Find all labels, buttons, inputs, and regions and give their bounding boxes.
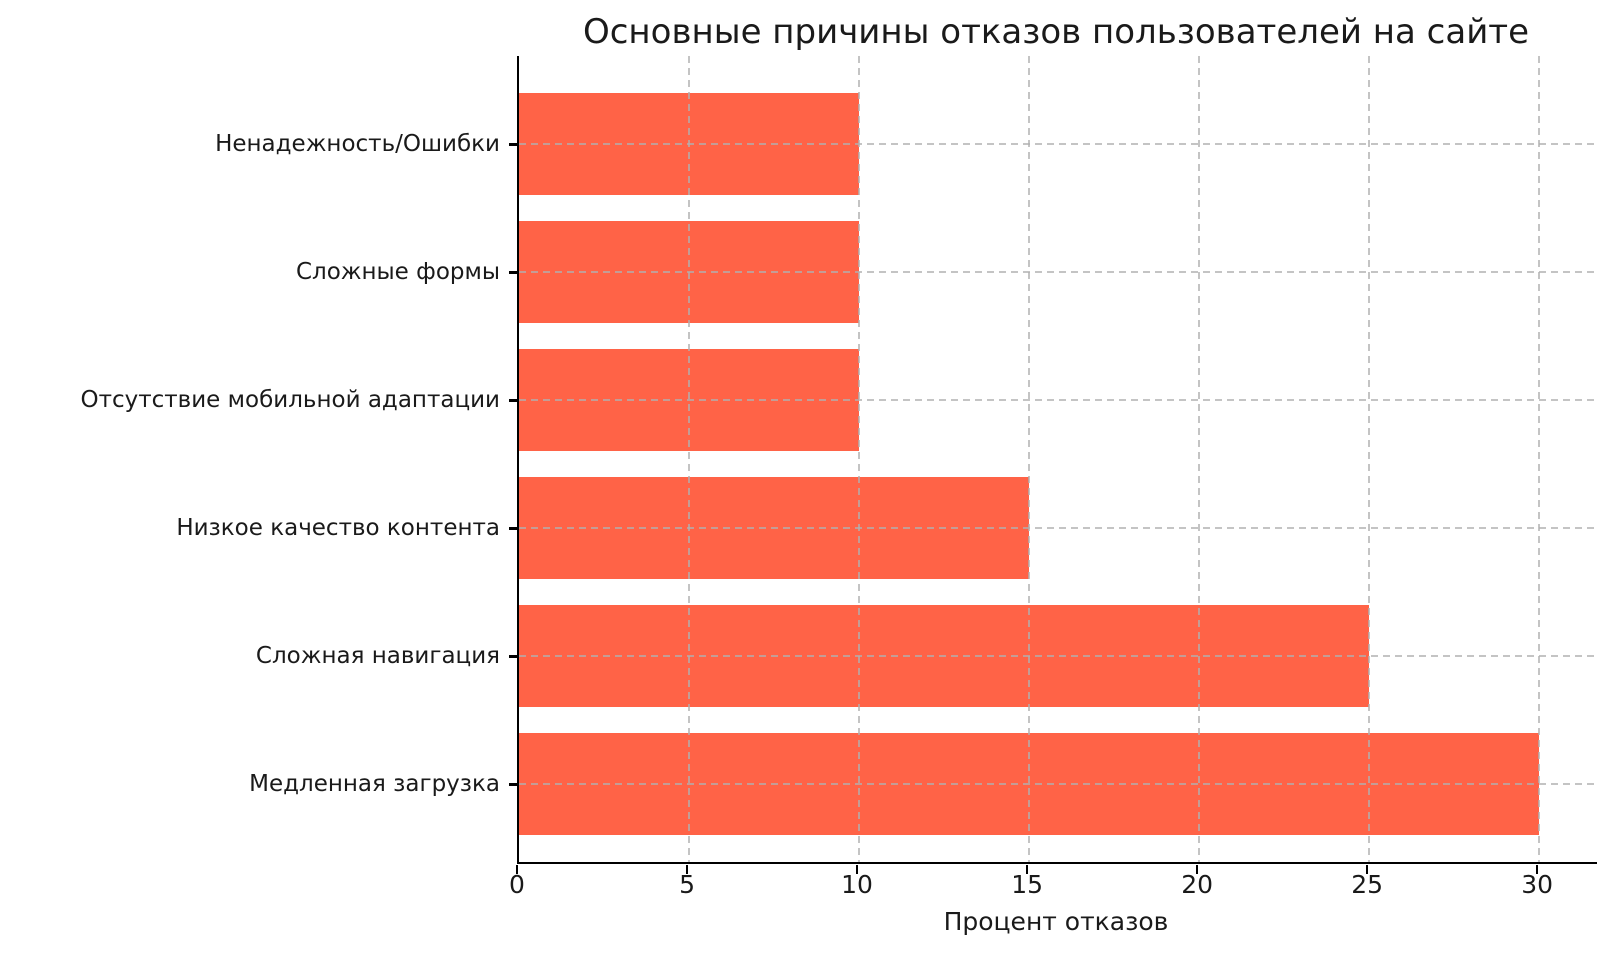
x-tick-label: 25 [1351, 870, 1384, 899]
chart-bar [519, 349, 860, 451]
x-tick-label: 20 [1181, 870, 1214, 899]
y-axis-tick [509, 655, 517, 658]
x-axis-label: Процент отказов [943, 907, 1169, 936]
bars-layer [519, 56, 1597, 862]
y-tick-label: Отсутствие мобильной адаптации [80, 387, 500, 413]
y-tick-label: Ненадежность/Ошибки [215, 131, 500, 157]
x-axis-tick [515, 864, 519, 874]
x-axis-tick [855, 864, 859, 874]
y-axis-tick [509, 399, 517, 402]
y-tick-label: Сложная навигация [255, 643, 500, 669]
y-axis-tick [509, 143, 517, 146]
x-tick-label: 5 [679, 870, 695, 899]
x-axis-tick [1535, 864, 1539, 874]
chart-bar [519, 221, 860, 323]
chart-bar [519, 477, 1030, 579]
y-axis-tick [509, 271, 517, 274]
y-tick-label: Медленная загрузка [249, 771, 500, 797]
chart-bar [519, 93, 860, 195]
x-tick-label: 0 [509, 870, 525, 899]
chart-title: Основные причины отказов пользователей н… [582, 12, 1530, 52]
y-axis-tick [509, 527, 517, 530]
chart-bar [519, 605, 1370, 707]
x-tick-label: 10 [841, 870, 873, 899]
x-tick-label: 15 [1011, 870, 1043, 899]
x-axis-tick [1365, 864, 1369, 874]
y-tick-label: Сложные формы [295, 259, 500, 285]
plot-area [517, 56, 1597, 864]
x-axis-tick [1025, 864, 1029, 874]
y-tick-label: Низкое качество контента [176, 515, 500, 541]
chart-bar [519, 733, 1540, 835]
x-tick-label: 30 [1521, 870, 1554, 899]
x-axis-tick [685, 864, 689, 874]
y-axis-tick [509, 783, 517, 786]
x-axis-tick [1195, 864, 1199, 874]
